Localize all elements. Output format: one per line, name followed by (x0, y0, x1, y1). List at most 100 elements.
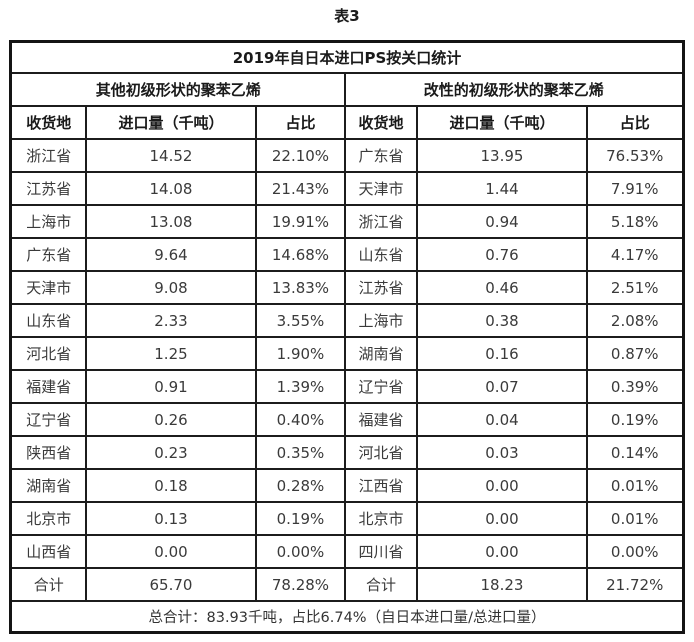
left-share-cell: 14.68% (254, 237, 346, 272)
left-col-header-volume: 进口量（千吨） (84, 105, 257, 140)
right-col-header-share: 占比 (585, 105, 685, 140)
group-header-row: 其他初级形状的聚苯乙烯 改性的初级形状的聚苯乙烯 (9, 72, 685, 107)
left-region-cell: 辽宁省 (9, 402, 87, 437)
left-share-cell: 19.91% (254, 204, 346, 239)
table-row: 北京市 0.13 0.19% 北京市 0.00 0.01% (9, 501, 685, 536)
left-region-cell: 北京市 (9, 501, 87, 536)
left-volume-cell: 13.08 (84, 204, 257, 239)
table-row: 山西省 0.00 0.00% 四川省 0.00 0.00% (9, 534, 685, 569)
right-region-cell: 上海市 (343, 303, 418, 338)
right-volume-cell: 0.76 (415, 237, 588, 272)
left-share-cell: 0.40% (254, 402, 346, 437)
right-share-cell: 0.87% (585, 336, 685, 371)
left-share-cell: 1.39% (254, 369, 346, 404)
left-share-cell: 22.10% (254, 138, 346, 173)
right-volume-cell: 13.95 (415, 138, 588, 173)
left-share-cell: 0.00% (254, 534, 346, 569)
left-share-cell: 13.83% (254, 270, 346, 305)
right-volume-cell: 0.16 (415, 336, 588, 371)
left-region-cell: 福建省 (9, 369, 87, 404)
right-col-header-region: 收货地 (343, 105, 418, 140)
left-share-cell: 21.43% (254, 171, 346, 206)
left-region-cell: 山东省 (9, 303, 87, 338)
left-region-cell: 江苏省 (9, 171, 87, 206)
left-volume-cell: 9.08 (84, 270, 257, 305)
column-header-row: 收货地 进口量（千吨） 占比 收货地 进口量（千吨） 占比 (9, 105, 685, 140)
table-title: 2019年自日本进口PS按关口统计 (9, 40, 685, 74)
left-volume-cell: 2.33 (84, 303, 257, 338)
left-col-header-share: 占比 (254, 105, 346, 140)
right-volume-cell: 0.94 (415, 204, 588, 239)
right-region-cell: 辽宁省 (343, 369, 418, 404)
table-row: 福建省 0.91 1.39% 辽宁省 0.07 0.39% (9, 369, 685, 404)
left-volume-cell: 0.13 (84, 501, 257, 536)
left-share-cell: 0.28% (254, 468, 346, 503)
right-share-cell: 4.17% (585, 237, 685, 272)
import-stats-table: 2019年自日本进口PS按关口统计 其他初级形状的聚苯乙烯 改性的初级形状的聚苯… (9, 40, 685, 634)
right-col-header-volume: 进口量（千吨） (415, 105, 588, 140)
right-total-label: 合计 (343, 567, 418, 602)
left-share-cell: 0.19% (254, 501, 346, 536)
left-volume-cell: 14.52 (84, 138, 257, 173)
left-volume-cell: 1.25 (84, 336, 257, 371)
table-row: 山东省 2.33 3.55% 上海市 0.38 2.08% (9, 303, 685, 338)
table-row: 辽宁省 0.26 0.40% 福建省 0.04 0.19% (9, 402, 685, 437)
right-share-cell: 76.53% (585, 138, 685, 173)
right-group-header: 改性的初级形状的聚苯乙烯 (343, 72, 685, 107)
right-share-cell: 0.01% (585, 468, 685, 503)
left-volume-cell: 14.08 (84, 171, 257, 206)
right-volume-cell: 0.04 (415, 402, 588, 437)
left-total-volume: 65.70 (84, 567, 257, 602)
left-volume-cell: 0.23 (84, 435, 257, 470)
left-region-cell: 广东省 (9, 237, 87, 272)
right-volume-cell: 0.00 (415, 534, 588, 569)
table-row: 广东省 9.64 14.68% 山东省 0.76 4.17% (9, 237, 685, 272)
right-volume-cell: 1.44 (415, 171, 588, 206)
right-region-cell: 天津市 (343, 171, 418, 206)
right-share-cell: 2.51% (585, 270, 685, 305)
grand-total-text: 总合计：83.93千吨，占比6.74%（自日本进口量/总进口量） (9, 600, 685, 634)
right-total-volume: 18.23 (415, 567, 588, 602)
total-row: 合计 65.70 78.28% 合计 18.23 21.72% (9, 567, 685, 602)
left-share-cell: 1.90% (254, 336, 346, 371)
table-row: 江苏省 14.08 21.43% 天津市 1.44 7.91% (9, 171, 685, 206)
left-volume-cell: 9.64 (84, 237, 257, 272)
right-share-cell: 0.01% (585, 501, 685, 536)
left-region-cell: 上海市 (9, 204, 87, 239)
left-region-cell: 湖南省 (9, 468, 87, 503)
table-row: 湖南省 0.18 0.28% 江西省 0.00 0.01% (9, 468, 685, 503)
left-volume-cell: 0.26 (84, 402, 257, 437)
left-share-cell: 3.55% (254, 303, 346, 338)
table-title-row: 2019年自日本进口PS按关口统计 (9, 40, 685, 74)
left-group-header: 其他初级形状的聚苯乙烯 (9, 72, 346, 107)
right-region-cell: 江西省 (343, 468, 418, 503)
left-col-header-region: 收货地 (9, 105, 87, 140)
left-total-label: 合计 (9, 567, 87, 602)
table-row: 陕西省 0.23 0.35% 河北省 0.03 0.14% (9, 435, 685, 470)
left-volume-cell: 0.18 (84, 468, 257, 503)
right-region-cell: 河北省 (343, 435, 418, 470)
left-volume-cell: 0.91 (84, 369, 257, 404)
right-region-cell: 北京市 (343, 501, 418, 536)
right-region-cell: 山东省 (343, 237, 418, 272)
right-volume-cell: 0.38 (415, 303, 588, 338)
right-share-cell: 0.14% (585, 435, 685, 470)
table-caption: 表3 (334, 7, 360, 25)
right-share-cell: 0.19% (585, 402, 685, 437)
left-region-cell: 河北省 (9, 336, 87, 371)
right-volume-cell: 0.00 (415, 501, 588, 536)
right-share-cell: 7.91% (585, 171, 685, 206)
right-share-cell: 2.08% (585, 303, 685, 338)
table-row: 浙江省 14.52 22.10% 广东省 13.95 76.53% (9, 138, 685, 173)
left-region-cell: 山西省 (9, 534, 87, 569)
left-volume-cell: 0.00 (84, 534, 257, 569)
grand-total-row: 总合计：83.93千吨，占比6.74%（自日本进口量/总进口量） (9, 600, 685, 634)
left-region-cell: 天津市 (9, 270, 87, 305)
left-share-cell: 0.35% (254, 435, 346, 470)
left-total-share: 78.28% (254, 567, 346, 602)
right-volume-cell: 0.00 (415, 468, 588, 503)
table-row: 天津市 9.08 13.83% 江苏省 0.46 2.51% (9, 270, 685, 305)
right-volume-cell: 0.03 (415, 435, 588, 470)
left-region-cell: 浙江省 (9, 138, 87, 173)
